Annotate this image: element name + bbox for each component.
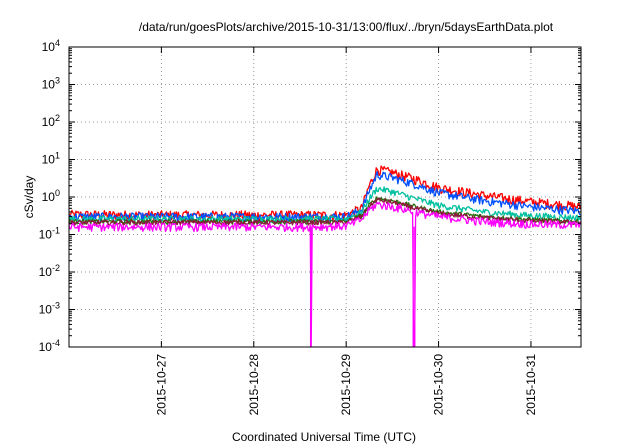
- x-axis-label: Coordinated Universal Time (UTC): [232, 430, 416, 444]
- y-tick-label: 100: [42, 188, 60, 204]
- chart-title: /data/run/goesPlots/archive/2015-10-31/1…: [139, 20, 554, 34]
- y-tick-label: 103: [42, 76, 60, 92]
- series-line-3: [69, 186, 581, 224]
- series-line-6: [69, 201, 581, 347]
- y-tick-label: 10-3: [39, 301, 60, 317]
- axis-ticks: [69, 46, 581, 348]
- series-line-5: [69, 197, 581, 226]
- y-tick-label: 10-4: [39, 338, 60, 354]
- x-tick-labels: 2015-10-27 2015-10-28 2015-10-29 2015-10-30…: [154, 354, 538, 416]
- x-tick-label: 2015-10-27: [154, 354, 168, 416]
- y-tick-label: 101: [42, 151, 60, 167]
- x-tick-label: 2015-10-29: [339, 354, 353, 416]
- y-tick-label: 102: [42, 113, 60, 129]
- y-axis-label: cSv/day: [22, 176, 36, 219]
- y-tick-label: 10-2: [39, 263, 60, 279]
- y-tick-label: 10-1: [39, 226, 60, 242]
- y-tick-labels: 10-4 10-3 10-2 10-1 100 101 102 103 104: [39, 38, 60, 354]
- x-tick-label: 2015-10-30: [432, 354, 446, 416]
- series-layer: [69, 165, 581, 347]
- x-tick-label: 2015-10-28: [247, 354, 261, 416]
- y-tick-label: 104: [42, 38, 60, 54]
- x-tick-label: 2015-10-31: [524, 354, 538, 416]
- grid-lines: [69, 47, 581, 347]
